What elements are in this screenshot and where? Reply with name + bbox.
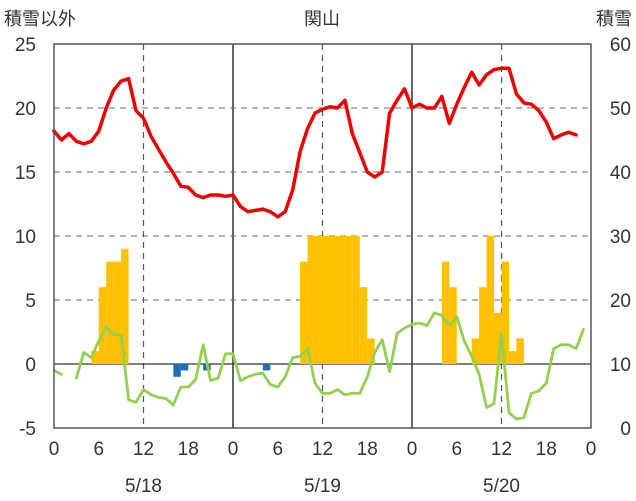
negative-bar [173, 364, 181, 377]
precip-bar [508, 351, 517, 364]
date-label: 5/19 [304, 476, 341, 497]
plot-border [53, 43, 592, 429]
precip-bar [516, 338, 524, 364]
green-series-line [52, 368, 63, 376]
precip-bar [98, 287, 107, 364]
negative-bar [262, 364, 271, 371]
line-series [52, 66, 585, 421]
precip-bar [121, 248, 129, 364]
precip-bar [337, 236, 345, 364]
left-y-tick-label: 20 [15, 99, 36, 120]
date-label: 5/18 [125, 476, 162, 497]
precip-bar [486, 236, 495, 364]
x-tick-label: 0 [407, 439, 418, 460]
precip-bar [300, 261, 308, 364]
precip-bar [91, 351, 99, 364]
plot-frame [53, 43, 592, 429]
precip-bar [329, 236, 338, 364]
right-y-tick-label: 60 [610, 35, 631, 56]
precip-bar [359, 287, 368, 364]
left-y-tick-label: 10 [15, 227, 36, 248]
left-y-tick-label: 15 [15, 163, 36, 184]
x-tick-label: 12 [133, 439, 154, 460]
right-axis-label: 積雪 [596, 9, 632, 30]
precip-bar [471, 338, 480, 364]
precip-bar [367, 338, 375, 364]
axis-labels: -5 0 5 10 15 20 25 0 10 20 30 40 50 60 0 6 12 18 0 6 12 18 0 6 1… [15, 35, 631, 497]
right-y-tick-label: 50 [610, 99, 631, 120]
x-tick-label: 6 [451, 439, 462, 460]
precip-bar [315, 236, 323, 364]
precip-bar [307, 236, 316, 364]
precip-bar [479, 287, 487, 364]
x-tick-label: 6 [272, 439, 283, 460]
left-y-tick-label: 25 [15, 35, 36, 56]
chart-title: 関山 [304, 9, 340, 30]
precip-bar [494, 312, 502, 364]
left-y-tick-label: 5 [25, 291, 36, 312]
x-tick-label: 0 [586, 439, 597, 460]
right-y-tick-label: 20 [610, 291, 631, 312]
precip-bar [352, 236, 360, 364]
left-y-tick-label: 0 [25, 355, 36, 376]
x-tick-label: 0 [49, 439, 60, 460]
date-label: 5/20 [483, 476, 520, 497]
left-y-tick-label: -5 [19, 419, 36, 440]
precip-bar [106, 261, 114, 364]
x-tick-label: 12 [491, 439, 512, 460]
green-series-line [75, 311, 585, 421]
negative-bar [180, 364, 189, 371]
x-tick-label: 18 [178, 439, 199, 460]
bar-series [91, 236, 524, 377]
x-tick-label: 6 [93, 439, 104, 460]
precip-bar [113, 261, 122, 364]
right-y-tick-label: 30 [610, 227, 631, 248]
right-y-tick-label: 10 [610, 355, 631, 376]
x-tick-label: 18 [536, 439, 557, 460]
precip-bar [344, 236, 353, 364]
x-tick-label: 18 [357, 439, 378, 460]
precip-bar [441, 261, 450, 364]
right-y-tick-label: 40 [610, 163, 631, 184]
precip-bar [322, 236, 330, 364]
x-tick-label: 0 [228, 439, 239, 460]
red-series-line [52, 66, 578, 219]
right-y-tick-label: 0 [620, 419, 631, 440]
precip-bar [449, 287, 457, 364]
left-axis-label: 積雪以外 [4, 9, 76, 30]
x-tick-label: 12 [312, 439, 333, 460]
precip-bar [501, 261, 509, 364]
